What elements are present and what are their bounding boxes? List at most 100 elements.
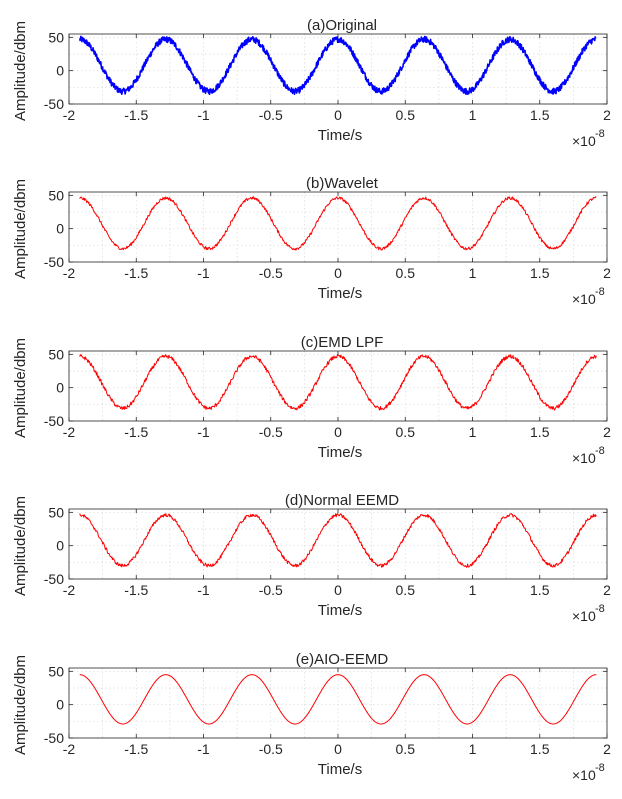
x-tick-label: 0: [334, 741, 342, 757]
x-tick-label: 1: [469, 265, 477, 281]
x-tick-label: 2: [603, 582, 611, 598]
x-exponent-power: -8: [595, 762, 605, 774]
x-axis-label: Time/s: [318, 602, 362, 619]
y-tick-label: -50: [44, 254, 64, 270]
x-tick-label: 2: [603, 107, 611, 123]
x-tick-label: -2: [63, 424, 76, 440]
x-tick-label: 1: [469, 424, 477, 440]
x-exponent-label: ×10: [572, 450, 596, 466]
x-tick-label: -0.5: [259, 107, 283, 123]
x-tick-label: -1.5: [124, 424, 148, 440]
subplot-e: -2 -1.5 -1 -0.5 0 0.5 1 1.5 2 -50 0 50 (e)AIO-EEMD Ti…: [12, 651, 611, 783]
x-exponent-power: -8: [595, 128, 605, 140]
y-tick-label: -50: [44, 413, 64, 429]
y-axis-label: Amplitude/dbm: [12, 338, 29, 438]
x-tick-label: 0.5: [396, 582, 416, 598]
x-tick-label: 1.5: [530, 107, 550, 123]
y-tick-label: 50: [48, 663, 64, 679]
y-tick-label: 0: [56, 380, 64, 396]
chart-title: (b)Wavelet: [306, 175, 379, 192]
plot-area: [69, 509, 607, 579]
x-tick-label: 0.5: [396, 424, 416, 440]
y-tick-label: -50: [44, 571, 64, 587]
series-line: [78, 35, 597, 96]
x-tick-label: -1.5: [124, 107, 148, 123]
y-tick-label: -50: [44, 96, 64, 112]
x-tick-label: -0.5: [259, 741, 283, 757]
y-tick-label: 0: [56, 697, 64, 713]
x-tick-label: 2: [603, 741, 611, 757]
x-tick-label: -2: [63, 265, 76, 281]
y-axis-label: Amplitude/dbm: [12, 496, 29, 596]
plot-area: [69, 668, 607, 738]
x-tick-label: 2: [603, 424, 611, 440]
y-tick-label: 50: [48, 504, 64, 520]
plot-area: [69, 34, 607, 104]
x-tick-label: -1: [197, 107, 210, 123]
x-axis-label: Time/s: [318, 285, 362, 302]
x-tick-label: -1: [197, 741, 210, 757]
x-exponent-power: -8: [595, 603, 605, 615]
x-tick-label: -2: [63, 741, 76, 757]
y-tick-label: 0: [56, 221, 64, 237]
subplot-c: -2 -1.5 -1 -0.5 0 0.5 1 1.5 2 -50 0 50 (c)EMD LPF Tim…: [12, 334, 611, 466]
x-tick-label: 2: [603, 265, 611, 281]
x-tick-label: 0.5: [396, 107, 416, 123]
y-axis-label: Amplitude/dbm: [12, 179, 29, 279]
x-tick-label: 0: [334, 582, 342, 598]
plot-area: [69, 192, 607, 262]
y-tick-label: 0: [56, 63, 64, 79]
series-line: [79, 513, 597, 568]
series-line: [79, 196, 597, 251]
x-tick-label: -1.5: [124, 265, 148, 281]
y-tick-label: 50: [48, 346, 64, 362]
series-line: [79, 674, 597, 725]
x-tick-label: -0.5: [259, 424, 283, 440]
x-tick-label: 0.5: [396, 265, 416, 281]
y-axis-label: Amplitude/dbm: [12, 655, 29, 755]
x-tick-label: 0: [334, 107, 342, 123]
y-tick-label: 50: [48, 187, 64, 203]
x-axis-label: Time/s: [318, 761, 362, 778]
x-tick-label: -1: [197, 424, 210, 440]
plot-area: [69, 351, 607, 421]
x-tick-label: -0.5: [259, 582, 283, 598]
chart-title: (d)Normal EEMD: [285, 492, 399, 509]
y-axis-label: Amplitude/dbm: [12, 21, 29, 121]
x-tick-label: 1.5: [530, 582, 550, 598]
x-tick-label: 0.5: [396, 741, 416, 757]
x-axis-label: Time/s: [318, 127, 362, 144]
x-tick-label: 0: [334, 424, 342, 440]
y-tick-label: -50: [44, 730, 64, 746]
x-tick-label: -2: [63, 582, 76, 598]
x-tick-label: -1: [197, 265, 210, 281]
series-line: [79, 354, 597, 411]
x-exponent-label: ×10: [572, 133, 596, 149]
x-tick-label: 1.5: [530, 424, 550, 440]
y-tick-label: 0: [56, 538, 64, 554]
chart-title: (e)AIO-EEMD: [296, 651, 389, 668]
x-exponent-label: ×10: [572, 608, 596, 624]
x-tick-label: 1.5: [530, 265, 550, 281]
x-tick-label: 1: [469, 107, 477, 123]
subplot-b: -2 -1.5 -1 -0.5 0 0.5 1 1.5 2 -50 0 50 (b)Wavelet Tim…: [12, 175, 611, 307]
subplot-d: -2 -1.5 -1 -0.5 0 0.5 1 1.5 2 -50 0 50 (d)Normal EEM…: [12, 492, 611, 624]
x-exponent-power: -8: [595, 445, 605, 457]
x-tick-label: -1: [197, 582, 210, 598]
x-tick-label: 0: [334, 265, 342, 281]
x-tick-label: -2: [63, 107, 76, 123]
x-tick-label: 1: [469, 741, 477, 757]
x-tick-label: -1.5: [124, 741, 148, 757]
x-tick-label: -1.5: [124, 582, 148, 598]
chart-title: (a)Original: [307, 17, 377, 34]
x-axis-label: Time/s: [318, 444, 362, 461]
x-exponent-label: ×10: [572, 291, 596, 307]
x-tick-label: -0.5: [259, 265, 283, 281]
subplot-a: -2 -1.5 -1 -0.5 0 0.5 1 1.5 2 -50 0 50 (a)Original Ti…: [12, 17, 611, 149]
x-tick-label: 1: [469, 582, 477, 598]
x-tick-label: 1.5: [530, 741, 550, 757]
y-tick-label: 50: [48, 29, 64, 45]
chart-title: (c)EMD LPF: [301, 334, 384, 351]
